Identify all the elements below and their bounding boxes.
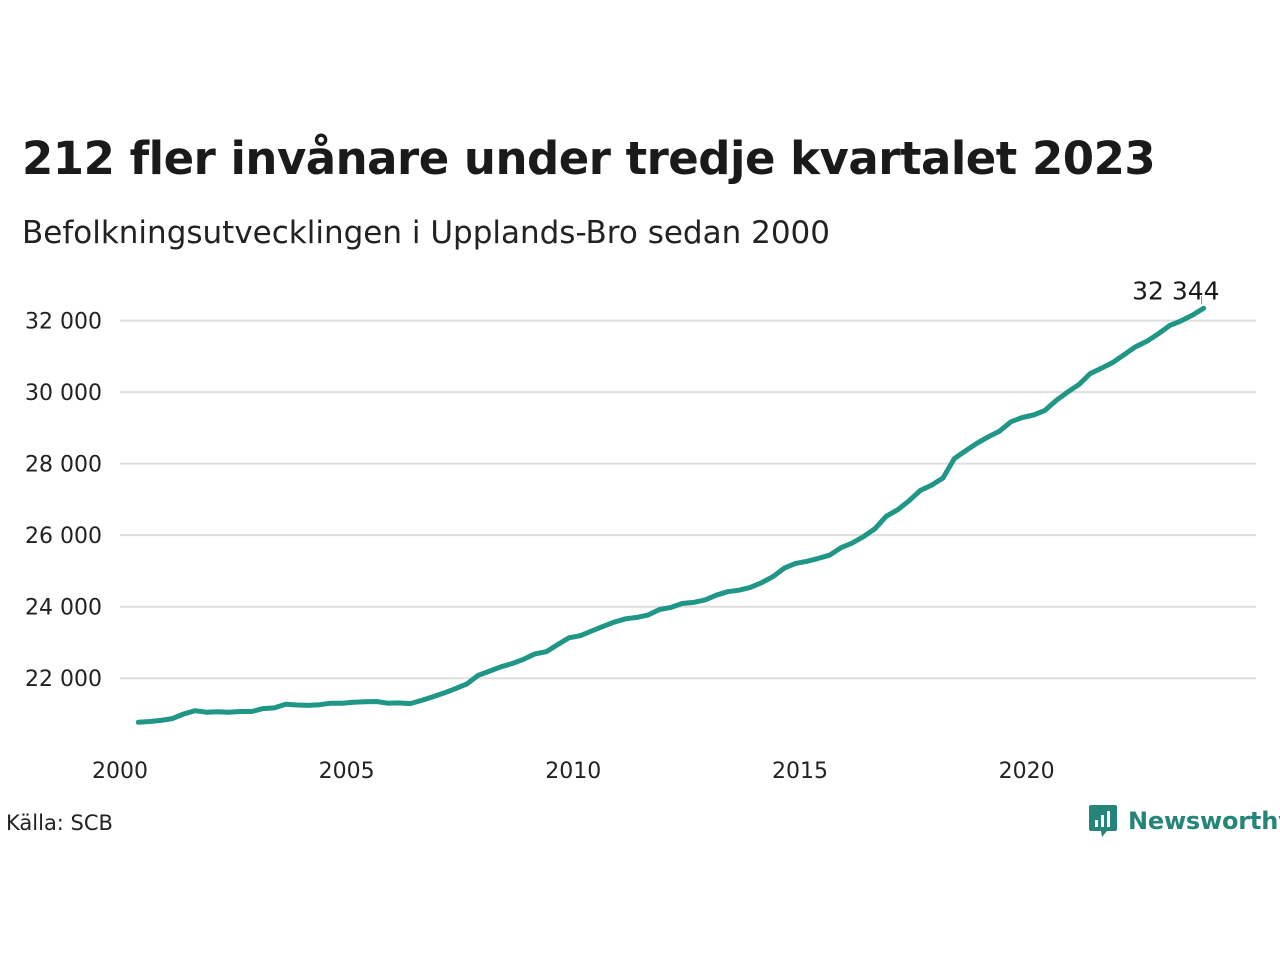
x-axis: 2000 2005 2010 2015 2020 — [92, 759, 1055, 784]
y-tick-label: 28 000 — [25, 453, 102, 478]
y-axis: 22 000 24 000 26 000 28 000 30 000 32 000 — [25, 310, 102, 693]
gridlines — [120, 319, 1256, 680]
brand-name: Newsworthy — [1128, 807, 1280, 835]
x-tick-label: 2020 — [999, 759, 1055, 784]
series-layer — [135, 305, 1207, 725]
chart-title: 212 fler invånare under tredje kvartalet… — [22, 132, 1156, 185]
x-tick-label: 2010 — [545, 759, 601, 784]
newsworthy-logo[interactable]: Newsworthy — [1088, 803, 1280, 839]
y-tick-label: 26 000 — [25, 524, 102, 549]
y-tick-label: 32 000 — [25, 310, 102, 335]
chart-subtitle: Befolkningsutvecklingen i Upplands-Bro s… — [22, 215, 830, 251]
source-note: Källa: SCB — [6, 811, 113, 835]
population-line — [135, 305, 1207, 725]
y-tick-label: 30 000 — [25, 381, 102, 406]
y-tick-label: 22 000 — [25, 667, 102, 692]
x-tick-label: 2000 — [92, 759, 148, 784]
end-value-label: 32 344 — [1132, 276, 1219, 305]
newsworthy-logo-icon — [1089, 805, 1117, 837]
y-tick-label: 24 000 — [25, 596, 102, 621]
annotation-layer: 32 344 — [1132, 276, 1219, 305]
x-tick-label: 2005 — [319, 759, 375, 784]
x-tick-label: 2015 — [772, 759, 828, 784]
